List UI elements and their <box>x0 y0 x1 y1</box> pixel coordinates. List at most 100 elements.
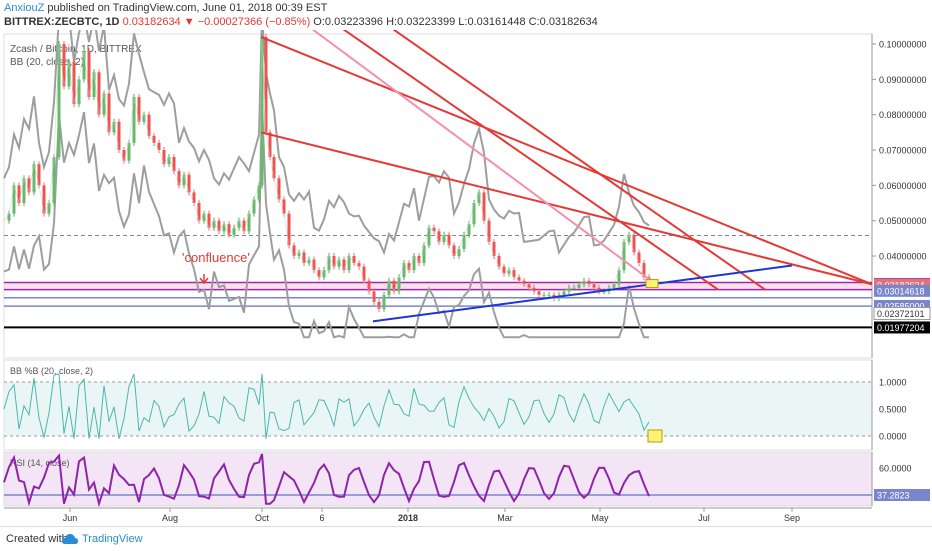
x-tick-label: Sep <box>784 513 800 523</box>
candle-body <box>477 192 481 203</box>
candle-body <box>307 259 311 264</box>
candle-body <box>492 241 496 256</box>
candle-body <box>82 51 86 80</box>
candle-body <box>102 93 106 115</box>
candle-body <box>547 294 551 296</box>
candle-body <box>432 227 436 232</box>
candle-body <box>252 199 256 214</box>
trendline-pink <box>311 30 656 285</box>
candle-body <box>197 203 201 221</box>
candle-body <box>537 291 541 295</box>
candle-body <box>260 36 264 186</box>
candle-body <box>562 291 566 295</box>
candle-body <box>342 259 346 271</box>
x-tick-label: Jun <box>63 513 78 523</box>
candle-body <box>532 287 536 292</box>
candle-body <box>137 97 141 122</box>
x-tick-label: Oct <box>255 513 270 523</box>
candle-body <box>422 245 426 264</box>
candle-body <box>22 178 26 203</box>
candle-body <box>602 291 606 293</box>
candle-body <box>397 277 401 292</box>
candle-body <box>472 203 476 225</box>
last-price: 0.03182634 <box>122 16 181 28</box>
candle-body <box>182 174 186 186</box>
candle-body <box>367 280 371 292</box>
candle-body <box>637 252 641 264</box>
bb-indicator-label: BB (20, close, 2) <box>10 57 84 68</box>
candle-body <box>57 44 61 158</box>
candle-body <box>7 213 11 221</box>
candle-body <box>167 157 171 165</box>
candle-body <box>357 263 361 267</box>
candle-body <box>12 185 16 214</box>
rsi-last-label: 37.2823 <box>877 491 910 501</box>
chart-header: AnxiouZ published on TradingView.com, Ju… <box>0 0 932 30</box>
candle-body <box>512 270 516 278</box>
bbpct-pane[interactable]: BB %B (20, close, 2) 1.0000 0.5000 0.0000 <box>3 359 907 451</box>
candle-body <box>577 284 581 288</box>
candle-body <box>482 192 486 221</box>
author-link[interactable]: AnxiouZ <box>4 2 45 14</box>
price-label: 0.03014618 <box>877 286 925 296</box>
candle-body <box>147 114 151 136</box>
candle-body <box>387 280 391 295</box>
candle-body <box>268 132 272 158</box>
trendline-red-3 <box>392 30 766 291</box>
rsi-tick-label: 60.0000 <box>879 464 912 474</box>
candle-body <box>207 213 211 228</box>
high-value: H:0.03223399 <box>386 16 456 28</box>
candle-body <box>642 263 646 278</box>
candle-body <box>27 178 31 193</box>
candle-body <box>517 277 521 281</box>
footer-bar: Created with TradingView <box>0 526 932 551</box>
x-tick-label: May <box>591 513 609 523</box>
candle-body <box>542 294 546 296</box>
confluence-annotation: 'confluence' <box>182 250 250 265</box>
candle-body <box>332 256 336 267</box>
tradingview-cloud-icon <box>62 534 78 544</box>
confluence-arrow-icon <box>199 274 209 285</box>
trendline-red-2 <box>260 131 873 286</box>
candle-body <box>502 266 506 274</box>
candle-body <box>462 234 466 249</box>
candle-body <box>582 280 586 285</box>
trendline-red-4 <box>342 30 719 291</box>
price-label: 0.02372101 <box>877 309 925 319</box>
ohlc-line: BITTREX:ZECBTC, 1D 0.03182634 ▼ −0.00027… <box>4 16 598 28</box>
candle-body <box>362 266 366 281</box>
candle-body <box>187 174 191 193</box>
candle-body <box>177 171 181 186</box>
candle-body <box>347 256 351 271</box>
candle-body <box>97 72 101 115</box>
x-tick-label: Mar <box>497 513 513 523</box>
y-tick-label: 0.10000000 <box>879 40 927 50</box>
candle-body <box>597 287 601 292</box>
symbol-label: BITTREX:ZECBTC, 1D <box>4 16 120 28</box>
bbpct-band-fill <box>4 382 872 436</box>
rsi-pane[interactable]: RSI (14, close) 60.0000 37.2823 <box>3 451 930 508</box>
bb-basis-line <box>3 36 650 310</box>
candle-body <box>627 234 631 242</box>
candle-body <box>92 72 96 97</box>
bb-lower-band <box>3 103 649 339</box>
tradingview-brand[interactable]: TradingView <box>82 533 143 545</box>
candle-body <box>377 301 381 309</box>
open-value: O:0.03223396 <box>313 16 384 28</box>
rsi-line <box>3 453 650 508</box>
candle-body <box>572 287 576 289</box>
price-label: 0.01977204 <box>877 323 925 333</box>
candle-body <box>117 121 121 150</box>
candle-body <box>322 270 326 278</box>
publish-line: AnxiouZ published on TradingView.com, Ju… <box>4 2 327 14</box>
rsi-label: RSI (14, close) <box>10 458 70 468</box>
candle-body <box>617 270 621 285</box>
y-tick-label: 0.07000000 <box>879 146 927 156</box>
candle-body <box>17 185 21 203</box>
x-tick-label: Aug <box>162 513 178 523</box>
trendline-red-1 <box>260 36 873 286</box>
candle-body <box>217 220 221 232</box>
candle-body <box>87 51 91 97</box>
